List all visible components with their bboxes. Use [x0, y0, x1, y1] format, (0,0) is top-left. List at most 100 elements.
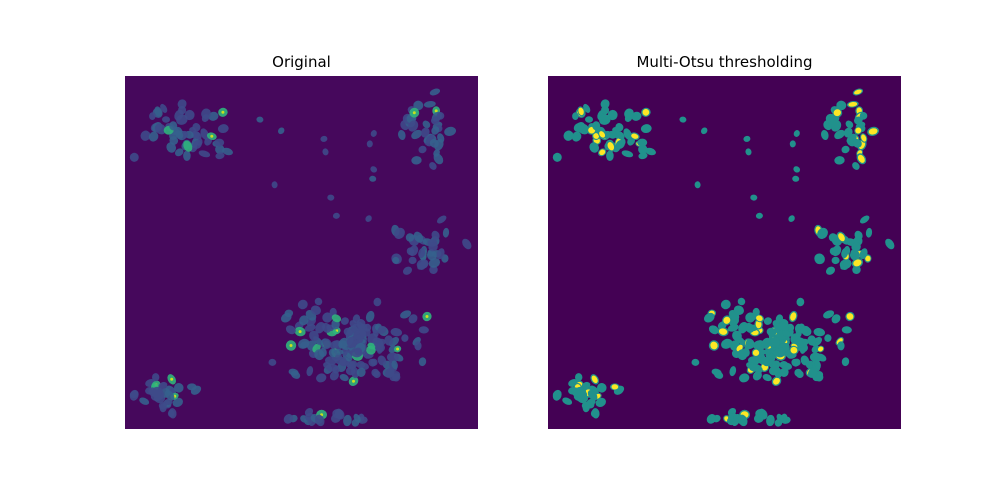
nucleus-blob	[140, 130, 151, 141]
segmented-nucleus	[752, 370, 762, 381]
nucleus-blob	[371, 368, 380, 377]
nucleus-blob	[390, 328, 403, 337]
nucleus-blob	[268, 358, 277, 366]
bright-spot	[434, 109, 438, 113]
bright-class-region	[848, 101, 858, 107]
segmented-nucleus	[815, 256, 823, 264]
nucleus-blob	[158, 381, 168, 390]
nucleus-blob	[177, 99, 187, 109]
nucleus-blob	[392, 256, 400, 264]
nucleus-blob	[338, 337, 349, 349]
nucleus-blob	[423, 101, 436, 108]
segmented-nucleus	[831, 314, 841, 324]
segmented-nucleus	[768, 366, 779, 376]
nucleus-blob	[149, 112, 156, 120]
segmented-nucleus	[585, 116, 593, 123]
nucleus-blob	[154, 106, 162, 117]
nucleus-blob	[408, 314, 418, 324]
nucleus-blob	[462, 238, 472, 250]
segmented-nucleus	[766, 327, 777, 337]
bright-class-region	[853, 259, 862, 267]
bright-class-region	[593, 133, 599, 139]
bright-class-region	[861, 134, 867, 142]
bright-class-region	[865, 255, 871, 262]
nucleus-blob	[164, 390, 175, 401]
thresholded-image-panel	[548, 76, 901, 429]
segmented-nucleus	[581, 381, 591, 390]
segmented-nucleus	[691, 358, 700, 366]
bright-class-region	[846, 313, 854, 320]
nucleus-blob	[309, 330, 319, 342]
nucleus-blob	[437, 133, 445, 143]
nucleus-blob	[436, 112, 445, 120]
segmented-nucleus	[599, 114, 611, 125]
segmented-nucleus	[706, 414, 717, 424]
segmented-nucleus	[640, 124, 652, 134]
nucleus-blob	[322, 312, 333, 323]
nucleus-blob	[391, 360, 398, 370]
bright-class-region	[631, 133, 639, 139]
segmented-nucleus	[572, 112, 579, 120]
bright-class-region	[755, 320, 762, 329]
segmented-nucleus	[624, 108, 634, 119]
nucleus-blob	[192, 123, 201, 132]
nucleus-blob	[363, 323, 372, 332]
bright-class-region	[790, 346, 798, 354]
nucleus-blob	[178, 105, 187, 115]
segmented-nucleus	[552, 389, 562, 401]
bright-spot	[221, 110, 225, 114]
segmented-nucleus	[574, 373, 583, 382]
nucleus-blob	[299, 315, 309, 326]
segmented-nucleus	[743, 135, 751, 142]
segmented-nucleus	[793, 130, 800, 137]
segmented-nucleus	[766, 414, 775, 427]
nucleus-blob	[370, 130, 377, 137]
nucleus-blob	[414, 341, 422, 351]
nucleus-blob	[411, 129, 422, 140]
nucleus-blob	[320, 135, 328, 142]
segmented-nucleus	[834, 156, 845, 165]
segmented-nucleus	[589, 142, 600, 153]
nucleus-blob	[215, 144, 225, 155]
segmented-nucleus	[763, 317, 772, 325]
nucleus-blob	[173, 382, 184, 393]
nucleus-blob	[384, 335, 394, 346]
segmented-nucleus	[623, 128, 632, 140]
nucleus-blob	[377, 355, 387, 366]
segmented-nucleus	[755, 212, 763, 219]
nucleus-blob	[167, 409, 175, 418]
nucleus-blob	[129, 152, 139, 162]
nucleus-blob	[418, 145, 427, 154]
segmented-nucleus	[800, 355, 810, 366]
nucleus-blob	[374, 338, 386, 348]
segmented-nucleus	[583, 103, 591, 113]
segmented-nucleus	[782, 329, 790, 337]
nucleus-blob	[366, 140, 373, 148]
panel-title-multi-otsu: Multi-Otsu thresholding	[636, 53, 813, 71]
segmented-nucleus	[714, 370, 724, 379]
segmented-nucleus	[793, 166, 801, 173]
segmented-nucleus	[843, 259, 851, 269]
segmented-nucleus	[577, 123, 590, 135]
segmented-nucleus	[592, 121, 601, 131]
segmented-nucleus	[854, 116, 863, 125]
segmented-nucleus	[700, 127, 708, 135]
nucleus-blob	[315, 414, 325, 427]
nucleus-blob	[297, 299, 308, 310]
segmented-nucleus	[797, 338, 809, 348]
nucleus-blob	[148, 131, 159, 142]
segmented-nucleus	[733, 305, 744, 315]
nucleus-blob	[369, 175, 377, 182]
nucleus-blob	[356, 367, 366, 377]
nucleus-blob	[431, 116, 440, 125]
segmented-nucleus	[631, 111, 642, 121]
nucleus-blob	[281, 312, 292, 323]
bright-class-region	[790, 312, 797, 321]
nucleus-blob	[331, 314, 342, 323]
nucleus-blob	[343, 327, 354, 337]
segmented-nucleus	[601, 105, 610, 115]
segmented-nucleus	[824, 334, 832, 342]
nucleus-blob	[408, 120, 419, 132]
nucleus-blob	[329, 370, 339, 381]
segmented-nucleus	[831, 245, 842, 257]
